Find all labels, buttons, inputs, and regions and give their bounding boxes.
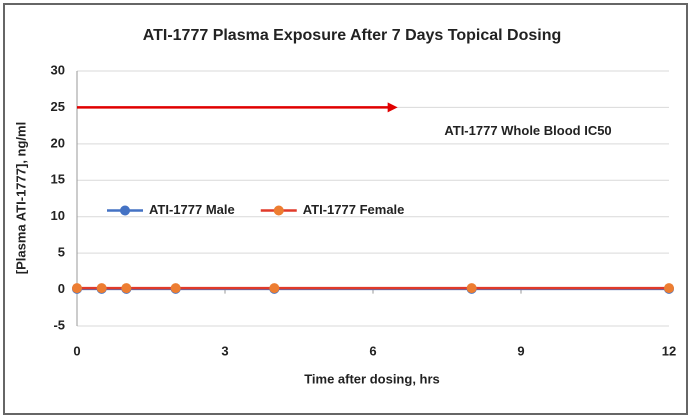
y-tick-label: 15	[51, 172, 65, 187]
data-point	[96, 283, 107, 294]
y-tick-label: 20	[51, 135, 65, 150]
data-point	[664, 283, 674, 294]
chart-title: ATI-1777 Plasma Exposure After 7 Days To…	[143, 27, 562, 44]
x-tick-label: 9	[517, 343, 524, 358]
annotation-arrowhead	[387, 102, 398, 113]
legend-label: ATI-1777 Male	[149, 202, 235, 217]
y-tick-label: 10	[51, 208, 65, 223]
legend-marker	[120, 205, 130, 216]
annotation-text: ATI-1777 Whole Blood IC50	[444, 123, 611, 138]
y-tick-label: -5	[53, 317, 65, 332]
x-tick-label: 12	[662, 343, 676, 358]
y-tick-label: 30	[51, 62, 65, 77]
data-point	[466, 283, 477, 294]
y-tick-label: 25	[51, 99, 65, 114]
legend-label: ATI-1777 Female	[303, 202, 405, 217]
x-tick-label: 0	[73, 343, 80, 358]
y-tick-label: 0	[58, 281, 65, 296]
x-tick-label: 3	[221, 343, 228, 358]
data-point	[170, 283, 181, 294]
data-point	[121, 283, 132, 294]
y-tick-label: 5	[58, 245, 65, 260]
chart-frame	[3, 3, 688, 415]
legend-marker	[273, 205, 284, 216]
x-tick-label: 6	[369, 343, 376, 358]
data-point	[72, 283, 82, 294]
x-axis-label: Time after dosing, hrs	[304, 371, 440, 386]
data-point	[269, 283, 280, 294]
y-axis-label: [Plasma ATI-1777], ng/ml	[13, 122, 28, 274]
